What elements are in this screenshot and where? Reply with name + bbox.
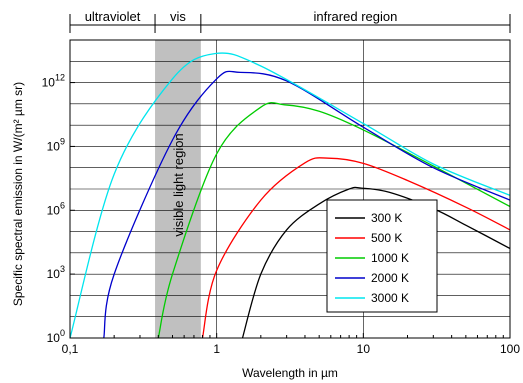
y-tick-label: 100	[47, 328, 65, 345]
grid	[69, 39, 511, 339]
x-tick-label: 10	[357, 342, 371, 356]
y-tick-base: 10	[47, 267, 61, 281]
y-tick-label: 1012	[42, 73, 65, 90]
series-group	[69, 52, 511, 339]
y-tick-exponent: 6	[60, 200, 65, 210]
series-line-300k	[241, 186, 511, 339]
y-tick-exponent: 3	[60, 264, 65, 274]
series-line-1000k	[157, 102, 511, 339]
y-tick-exponent: 9	[60, 136, 65, 146]
legend-label-1000k: 1000 K	[371, 251, 409, 265]
y-tick-exponent: 0	[60, 328, 65, 338]
visible-band-label: visible light region	[171, 133, 186, 236]
y-tick-label: 106	[47, 200, 65, 217]
plot-frame	[69, 39, 511, 339]
y-tick-base: 10	[47, 139, 61, 153]
x-axis-label: Wavelength in µm	[242, 366, 338, 380]
y-axis-label: Specific spectral emission in W/(m² µm s…	[11, 82, 25, 306]
x-tick-label: 100	[500, 342, 520, 356]
series-line-2000k	[103, 70, 511, 339]
y-tick-base: 10	[42, 76, 56, 90]
y-tick-label: 103	[47, 264, 65, 281]
region-label: vis	[170, 9, 186, 24]
y-tick-label: 109	[47, 136, 65, 153]
legend-label-2000k: 2000 K	[371, 271, 409, 285]
y-tick-base: 10	[47, 331, 61, 345]
legend-label-500k: 500 K	[371, 231, 402, 245]
y-tick-base: 10	[47, 203, 61, 217]
legend: 300 K 500 K 1000 K 2000 K 3000 K	[326, 199, 438, 313]
region-label: ultraviolet	[85, 9, 141, 24]
legend-box	[326, 199, 438, 313]
series-line-500k	[201, 157, 511, 339]
region-bar: ultraviolet vis infrared region	[69, 9, 511, 33]
x-tick-label: 1	[213, 342, 220, 356]
series-line-3000k	[69, 52, 511, 339]
x-axis-ticks: 0,1 1 10 100	[62, 333, 520, 356]
legend-label-3000k: 3000 K	[371, 291, 409, 305]
y-tick-exponent: 12	[55, 73, 65, 83]
legend-label-300k: 300 K	[371, 211, 402, 225]
region-label: infrared region	[314, 9, 398, 24]
x-tick-label: 0,1	[62, 342, 79, 356]
